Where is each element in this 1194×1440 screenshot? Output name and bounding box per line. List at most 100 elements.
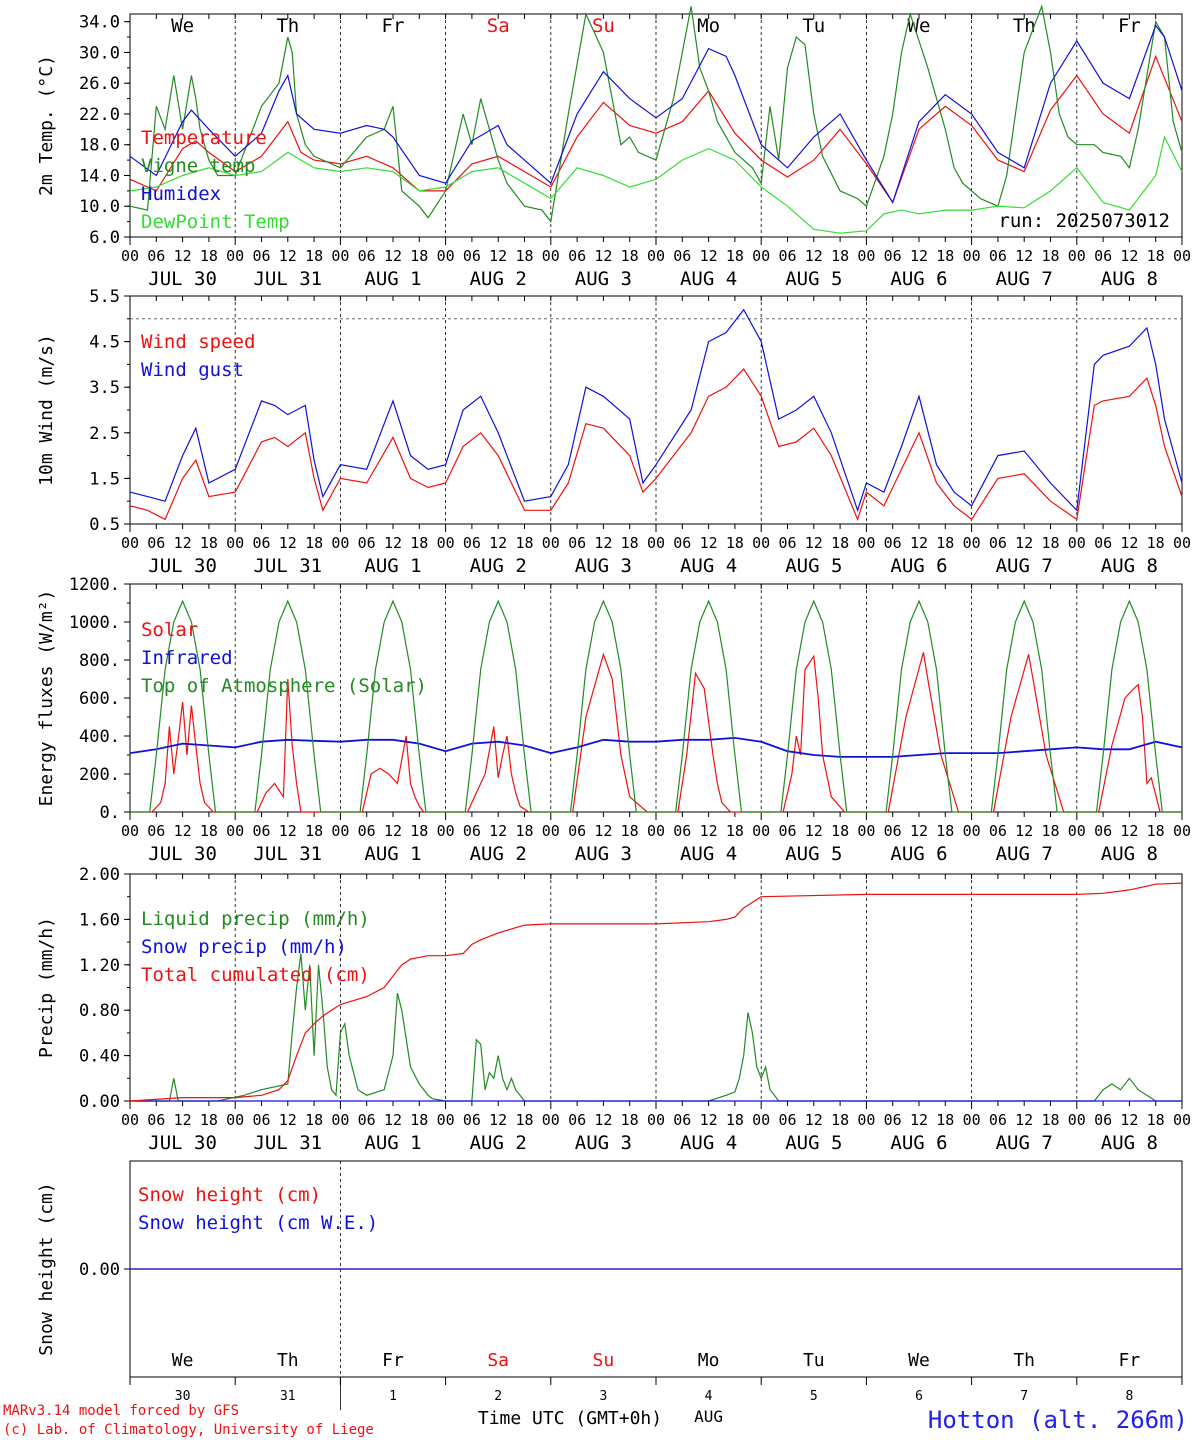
- y-tick-label: 1000.: [69, 613, 120, 633]
- hour-label: 00: [542, 247, 560, 265]
- hour-label: 06: [252, 534, 270, 552]
- y-axis-label: 2m Temp. (°C): [36, 55, 57, 196]
- hour-label: 18: [515, 822, 533, 840]
- day-of-week-label: Th: [276, 15, 299, 37]
- y-tick-label: 800.: [79, 651, 120, 671]
- day-of-week-label: Th: [277, 1350, 299, 1371]
- y-tick-label: 2.5: [89, 424, 120, 444]
- date-label: AUG 4: [680, 1132, 737, 1154]
- hour-label: 00: [437, 822, 455, 840]
- date-label: JUL 30: [148, 268, 217, 290]
- hour-label: 00: [121, 247, 139, 265]
- hour-label: 00: [331, 534, 349, 552]
- hour-label: 06: [989, 1111, 1007, 1129]
- date-label: JUL 31: [253, 843, 322, 865]
- date-label: AUG 7: [996, 1132, 1053, 1154]
- hour-label: 00: [542, 1111, 560, 1129]
- hour-label: 06: [673, 534, 691, 552]
- date-label: AUG 4: [680, 555, 737, 577]
- hour-label: 06: [884, 534, 902, 552]
- hour-label: 18: [410, 1111, 428, 1129]
- y-tick-label: 0.00: [79, 1092, 120, 1112]
- date-label: AUG 7: [996, 268, 1053, 290]
- hour-label: 00: [963, 534, 981, 552]
- hour-label: 18: [621, 822, 639, 840]
- y-tick-label: 6.0: [89, 228, 120, 248]
- hour-label: 06: [358, 534, 376, 552]
- hour-label: 12: [910, 822, 928, 840]
- hour-label: 06: [884, 822, 902, 840]
- hour-label: 00: [857, 247, 875, 265]
- hour-label: 00: [331, 247, 349, 265]
- date-label: AUG 2: [470, 268, 527, 290]
- y-tick-label: 30.0: [79, 43, 120, 63]
- hour-label: 18: [1041, 247, 1059, 265]
- hour-label: 00: [121, 1111, 139, 1129]
- hour-label: 00: [331, 1111, 349, 1129]
- day-of-week-label: Tu: [802, 15, 825, 37]
- y-tick-label: 0.40: [79, 1047, 120, 1067]
- hour-label: 06: [673, 822, 691, 840]
- day-of-week-label: We: [172, 1350, 194, 1371]
- hour-label: 18: [200, 1111, 218, 1129]
- hour-label: 06: [358, 247, 376, 265]
- y-tick-label: 1200.: [69, 575, 120, 595]
- hour-label: 18: [1041, 534, 1059, 552]
- y-tick-label: 18.0: [79, 136, 120, 156]
- hour-label: 12: [594, 822, 612, 840]
- hour-label: 00: [437, 534, 455, 552]
- legend-entry: Humidex: [141, 183, 221, 205]
- hour-label: 18: [305, 822, 323, 840]
- y-tick-label: 22.0: [79, 105, 120, 125]
- day-number-label: 4: [705, 1389, 713, 1404]
- legend-entry: Vigne temp: [141, 155, 255, 177]
- y-tick-label: 1.20: [79, 956, 120, 976]
- hour-label: 12: [279, 822, 297, 840]
- series-line-total-cumulated-cm-: [129, 882, 1183, 1102]
- hour-label: 00: [121, 534, 139, 552]
- hour-label: 00: [1068, 822, 1086, 840]
- hour-label: 00: [752, 247, 770, 265]
- hour-label: 00: [1068, 1111, 1086, 1129]
- series-line-wind-speed: [129, 368, 1183, 522]
- hour-label: 06: [778, 247, 796, 265]
- hour-label: 12: [1015, 1111, 1033, 1129]
- series-line-vigne-temp: [129, 4, 1183, 224]
- hour-label: 18: [515, 1111, 533, 1129]
- hour-label: 12: [805, 1111, 823, 1129]
- date-label: AUG 3: [575, 843, 632, 865]
- hour-label: 00: [1068, 247, 1086, 265]
- date-label: AUG 7: [996, 843, 1053, 865]
- date-label: AUG 8: [1101, 555, 1158, 577]
- date-label: AUG 5: [785, 1132, 842, 1154]
- hour-label: 00: [437, 247, 455, 265]
- hour-label: 00: [226, 534, 244, 552]
- hour-label: 06: [568, 1111, 586, 1129]
- series-line-wind-gust: [129, 308, 1183, 513]
- date-label: JUL 30: [148, 843, 217, 865]
- hour-label: 18: [200, 822, 218, 840]
- hour-label: 06: [989, 534, 1007, 552]
- hour-label: 18: [200, 247, 218, 265]
- y-tick-label: 1.60: [79, 910, 120, 930]
- day-of-week-label: Su: [592, 15, 615, 37]
- hour-label: 18: [1147, 534, 1165, 552]
- y-axis-label: Snow height (cm): [36, 1182, 57, 1355]
- date-label: AUG 2: [470, 1132, 527, 1154]
- hour-label: 00: [857, 822, 875, 840]
- day-of-week-label: Tu: [803, 1350, 825, 1371]
- day-of-week-label: We: [908, 1350, 930, 1371]
- hour-label: 12: [700, 247, 718, 265]
- hour-label: 18: [831, 1111, 849, 1129]
- day-of-week-label: Mo: [698, 1350, 720, 1371]
- hour-label: 00: [647, 534, 665, 552]
- hour-label: 18: [1041, 1111, 1059, 1129]
- date-label: AUG 8: [1101, 1132, 1158, 1154]
- hour-label: 00: [121, 822, 139, 840]
- day-number-label: 8: [1125, 1389, 1133, 1404]
- hour-label: 06: [673, 247, 691, 265]
- date-label: AUG 5: [785, 843, 842, 865]
- legend-entry: Wind gust: [141, 359, 244, 381]
- hour-label: 06: [358, 822, 376, 840]
- hour-label: 06: [568, 247, 586, 265]
